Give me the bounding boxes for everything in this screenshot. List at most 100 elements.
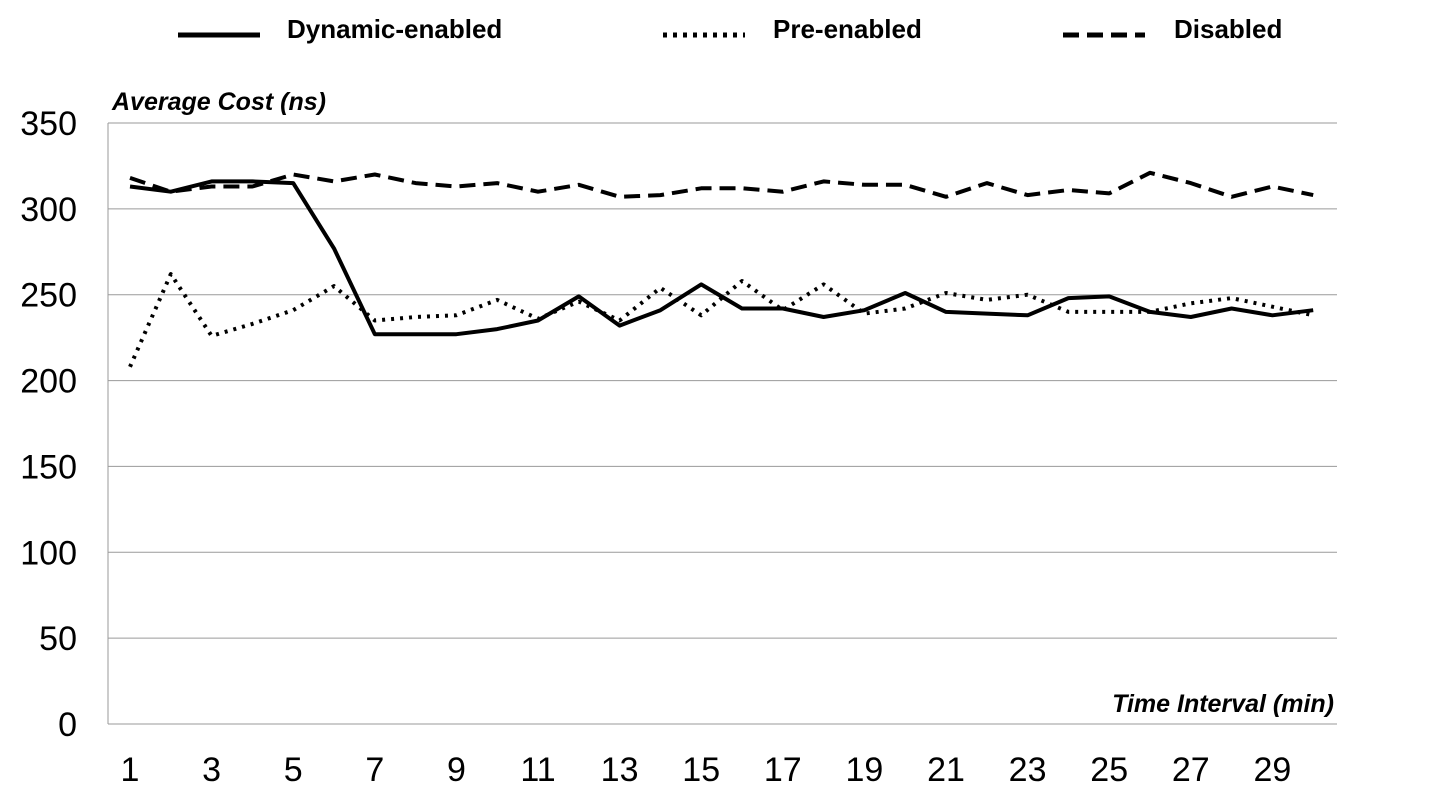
x-tick-label: 5 [284,751,303,789]
data-point [1230,296,1234,300]
data-point [414,181,418,185]
x-tick-label: 15 [682,751,720,789]
data-point [536,317,540,321]
series-line-dynamic-enabled [129,179,1314,337]
data-point [1066,188,1070,192]
y-tick-label: 100 [20,534,77,572]
data-point [1189,315,1193,319]
data-point [944,195,948,199]
data-point [128,176,132,180]
data-point [373,318,377,322]
y-axis-ticks: 0 50 100 150 200 250 300 350 [20,105,77,744]
series-lines [128,170,1315,369]
data-point [169,272,173,276]
x-axis-ticks: 1 3 5 7 9 11 13 15 17 19 21 23 25 27 29 [121,751,1292,789]
data-point [1107,310,1111,314]
data-point [1311,313,1315,317]
data-point [618,195,622,199]
data-point [495,327,499,331]
x-tick-label: 19 [845,751,883,789]
x-tick-label: 21 [927,751,965,789]
data-point [373,173,377,177]
data-point [658,286,662,290]
data-point [1026,193,1030,197]
legend: Dynamic-enabled Pre-enabled Disabled [178,14,1282,44]
data-point [1311,193,1315,197]
data-point [210,185,214,189]
data-point [862,183,866,187]
y-tick-label: 200 [20,363,77,401]
x-tick-label: 17 [764,751,802,789]
x-tick-label: 27 [1172,751,1210,789]
data-point [1230,306,1234,310]
data-point [250,322,254,326]
data-point [944,310,948,314]
data-point [536,190,540,194]
data-point [454,313,458,317]
data-point [169,190,173,194]
data-point [577,183,581,187]
legend-label: Disabled [1174,14,1282,44]
data-point [903,306,907,310]
series-line-disabled [129,170,1314,199]
y-tick-label: 350 [20,105,77,143]
gridlines [107,122,1337,725]
data-point [128,185,132,189]
data-point [128,365,132,369]
data-point [740,186,744,190]
data-point [1270,305,1274,309]
data-point [291,181,295,185]
y-tick-label: 50 [39,620,77,658]
data-point [1148,310,1152,314]
data-point [414,315,418,319]
data-point [699,186,703,190]
data-point [577,300,581,304]
data-point [699,282,703,286]
data-point [862,308,866,312]
data-point [944,291,948,295]
data-point [291,308,295,312]
y-tick-label: 250 [20,277,77,315]
y-tick-label: 150 [20,448,77,486]
data-point [495,181,499,185]
data-point [1148,171,1152,175]
data-point [781,190,785,194]
data-point [658,308,662,312]
data-point [658,193,662,197]
x-tick-label: 3 [202,751,221,789]
data-point [903,291,907,295]
data-point [454,185,458,189]
data-point [699,313,703,317]
data-point [1230,195,1234,199]
data-point [1026,313,1030,317]
data-point [1270,185,1274,189]
x-tick-label: 9 [447,751,466,789]
legend-label: Pre-enabled [773,14,922,44]
x-tick-label: 1 [121,751,140,789]
data-point [577,294,581,298]
data-point [332,179,336,183]
data-point [985,181,989,185]
data-point [1189,181,1193,185]
y-tick-label: 0 [58,706,77,744]
data-point [210,179,214,183]
data-point [618,318,622,322]
data-point [373,332,377,336]
data-point [903,183,907,187]
data-point [1026,293,1030,297]
data-point [822,315,826,319]
data-point [332,246,336,250]
data-point [740,306,744,310]
data-point [1107,294,1111,298]
legend-label: Dynamic-enabled [287,14,502,44]
data-point [781,308,785,312]
x-tick-label: 25 [1090,751,1128,789]
y-axis-title: Average Cost (ns) [111,88,326,116]
x-axis-title: Time Interval (min) [1112,690,1334,718]
data-point [291,173,295,177]
data-point [985,298,989,302]
x-tick-label: 29 [1253,751,1291,789]
data-point [210,334,214,338]
data-point [822,282,826,286]
